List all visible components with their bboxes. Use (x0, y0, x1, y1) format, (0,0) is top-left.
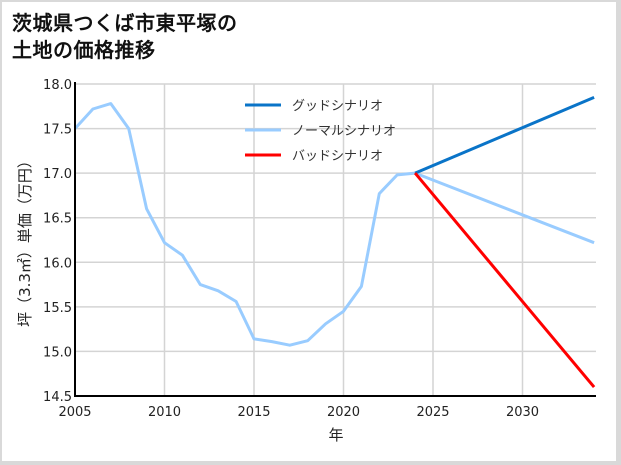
x-tick-label: 2005 (58, 405, 91, 420)
x-tick-label: 2010 (148, 405, 181, 420)
y-tick-label: 17.0 (43, 167, 72, 182)
y-tick-label: 15.5 (43, 301, 72, 316)
y-tick-label: 14.5 (43, 390, 72, 405)
series-line (73, 102, 595, 347)
legend-label: バッドシナリオ (292, 149, 383, 164)
y-axis-ticks: 14.5 15.0 15.5 16.0 16.5 17.0 17.5 18.0 (43, 78, 72, 405)
chart-title: 茨城県つくば市東平塚の 土地の価格推移 (12, 10, 238, 64)
chart-title-line1: 茨城県つくば市東平塚の (12, 11, 238, 35)
y-tick-label: 18.0 (43, 78, 72, 93)
y-axis-label: 坪（3.3㎡）単価（万円） (16, 153, 34, 327)
x-axis-ticks: 2005 2010 2015 2020 2025 2030 (58, 405, 539, 420)
x-axis-label: 年 (328, 426, 343, 444)
legend-label: グッドシナリオ (292, 99, 383, 114)
series-line (414, 96, 595, 175)
legend-label: ノーマルシナリオ (292, 124, 396, 139)
y-tick-label: 16.5 (43, 212, 72, 227)
y-tick-label: 17.5 (43, 123, 72, 138)
x-tick-label: 2015 (237, 405, 270, 420)
y-tick-label: 15.0 (43, 345, 72, 360)
y-tick-label: 16.0 (43, 256, 72, 271)
chart-card (2, 2, 616, 461)
x-tick-label: 2025 (416, 405, 449, 420)
axes (74, 82, 596, 397)
x-tick-label: 2030 (506, 405, 539, 420)
series-lines (73, 96, 596, 389)
x-tick-label: 2020 (327, 405, 360, 420)
chart-title-line2: 土地の価格推移 (12, 38, 156, 62)
series-line (413, 172, 596, 389)
